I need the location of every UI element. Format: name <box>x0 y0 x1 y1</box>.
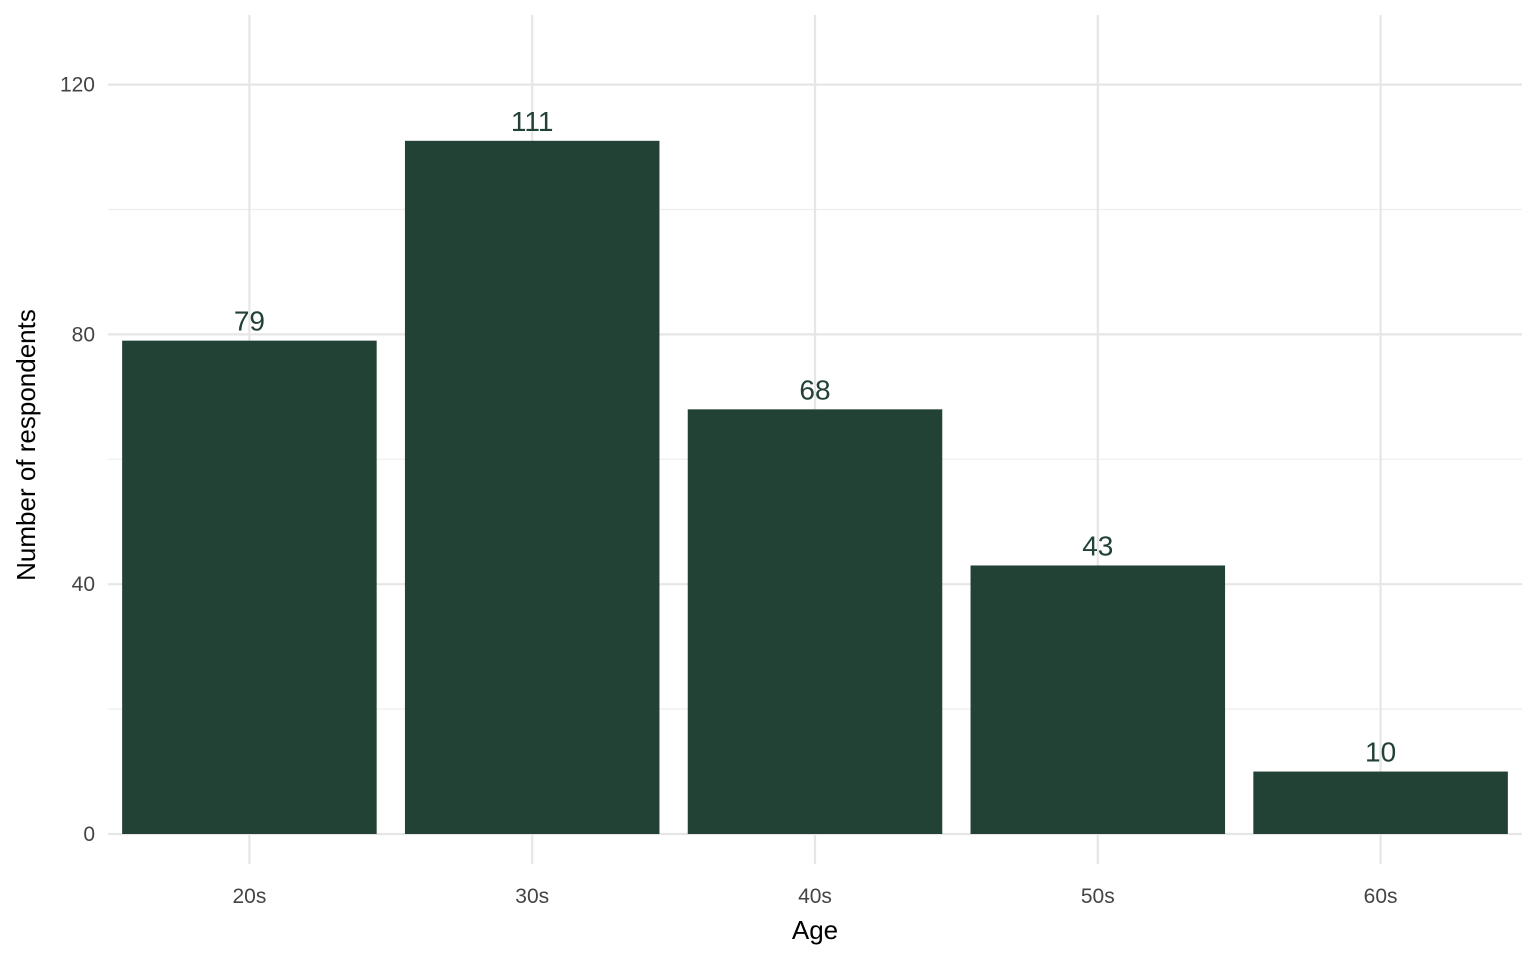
x-axis-ticks: 20s 30s 40s 50s 60s <box>232 885 1397 908</box>
data-label-40s: 68 <box>799 374 830 405</box>
y-tick-label: 0 <box>83 823 95 846</box>
bar-20s <box>122 340 377 834</box>
x-tick-label: 30s <box>515 885 549 908</box>
y-axis-ticks: 0 40 80 120 <box>60 74 95 846</box>
y-tick-label: 40 <box>72 573 95 596</box>
data-label-20s: 79 <box>234 306 265 337</box>
y-tick-label: 120 <box>60 74 95 97</box>
bar-50s <box>970 565 1226 834</box>
x-tick-label: 40s <box>798 885 832 908</box>
bar-40s <box>687 409 943 834</box>
x-tick-label: 50s <box>1081 885 1115 908</box>
y-axis-title: Number of respondents <box>11 309 41 581</box>
data-label-30s: 111 <box>511 106 554 137</box>
x-tick-label: 20s <box>232 885 266 908</box>
data-labels: 79 111 68 43 10 <box>234 106 1396 768</box>
y-tick-label: 80 <box>72 323 95 346</box>
data-label-50s: 43 <box>1082 530 1113 561</box>
x-axis-title: Age <box>792 915 838 945</box>
x-tick-label: 60s <box>1364 885 1398 908</box>
bar-30s <box>404 140 660 834</box>
data-label-60s: 10 <box>1365 737 1396 768</box>
bars <box>122 140 1508 834</box>
bar-60s <box>1253 771 1508 834</box>
